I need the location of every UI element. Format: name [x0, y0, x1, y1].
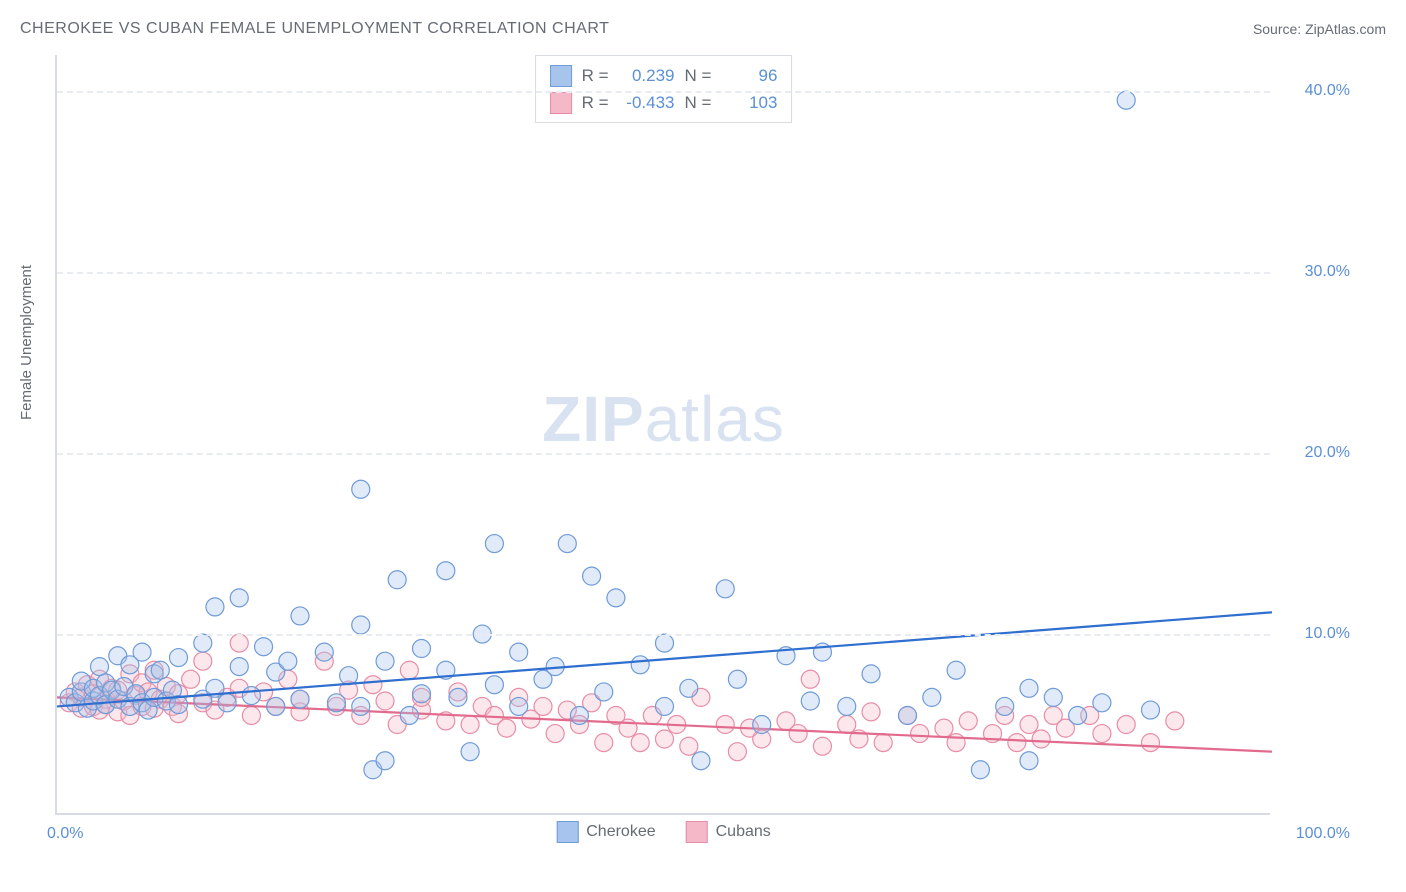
y-tick: 10.0% [1305, 625, 1350, 643]
x-tick-max: 100.0% [1296, 825, 1350, 843]
n-value-cherokee: 96 [721, 62, 777, 89]
swatch-cherokee [550, 65, 572, 87]
r-value-cubans: -0.433 [619, 89, 675, 116]
y-tick: 30.0% [1305, 263, 1350, 281]
source-label: Source: ZipAtlas.com [1253, 21, 1386, 37]
r-label: R = [582, 89, 609, 116]
chart-area: ZIPatlas R = 0.239 N = 96 R = -0.433 N =… [55, 55, 1270, 815]
swatch-cherokee [556, 821, 578, 843]
r-label: R = [582, 62, 609, 89]
scatter-plot [57, 55, 1270, 813]
legend-bottom: Cherokee Cubans [556, 821, 771, 843]
r-value-cherokee: 0.239 [619, 62, 675, 89]
y-tick: 20.0% [1305, 444, 1350, 462]
legend-label-cubans: Cubans [716, 823, 771, 841]
corr-row-cubans: R = -0.433 N = 103 [550, 89, 778, 116]
n-label: N = [685, 62, 712, 89]
swatch-cubans [686, 821, 708, 843]
legend-item-cherokee: Cherokee [556, 821, 655, 843]
chart-title: CHEROKEE VS CUBAN FEMALE UNEMPLOYMENT CO… [20, 20, 609, 38]
y-axis-label: Female Unemployment [18, 265, 35, 420]
correlation-legend: R = 0.239 N = 96 R = -0.433 N = 103 [535, 55, 793, 123]
x-tick-min: 0.0% [47, 825, 83, 843]
n-value-cubans: 103 [721, 89, 777, 116]
legend-item-cubans: Cubans [686, 821, 771, 843]
n-label: N = [685, 89, 712, 116]
header: CHEROKEE VS CUBAN FEMALE UNEMPLOYMENT CO… [20, 20, 1386, 38]
corr-row-cherokee: R = 0.239 N = 96 [550, 62, 778, 89]
legend-label-cherokee: Cherokee [586, 823, 655, 841]
y-tick: 40.0% [1305, 82, 1350, 100]
swatch-cubans [550, 92, 572, 114]
